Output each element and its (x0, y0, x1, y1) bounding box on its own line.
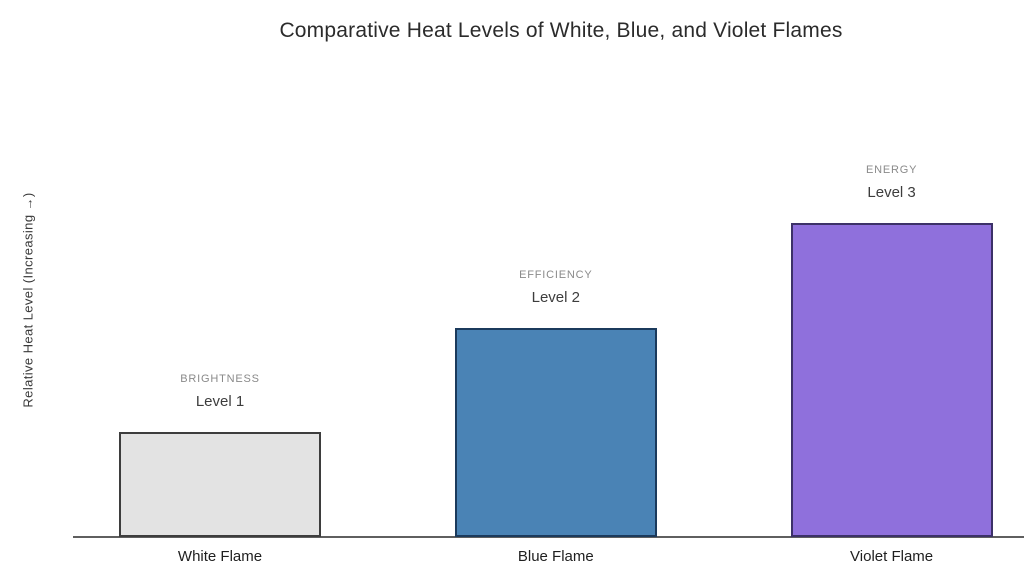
bar-level-label: Level 2 (531, 288, 580, 306)
bar-annotation-blue-flame: EFFICIENCY Level 2 (406, 269, 706, 306)
bar-annotation-white-flame: BRIGHTNESS Level 1 (70, 373, 370, 410)
bar-annotation-violet-flame: ENERGY Level 3 (742, 164, 1024, 201)
bar-caption-label: ENERGY (865, 164, 918, 176)
x-tick-blue-flame: Blue Flame (517, 548, 594, 565)
y-axis-label: Relative Heat Level (Increasing →) (20, 192, 36, 408)
bar-level-label: Level 3 (867, 184, 916, 201)
x-tick-violet-flame: Violet Flame (850, 548, 934, 565)
bar-level-label: Level 1 (195, 393, 245, 411)
bar-violet-flame (790, 223, 993, 537)
chart-title: Comparative Heat Levels of White, Blue, … (279, 19, 843, 42)
bar-blue-flame (454, 327, 657, 537)
bar-caption-label: EFFICIENCY (519, 268, 593, 281)
x-tick-white-flame: White Flame (177, 548, 263, 565)
bar-caption-label: BRIGHTNESS (180, 373, 260, 386)
x-axis-line (73, 536, 1024, 538)
bar-white-flame (119, 432, 321, 537)
